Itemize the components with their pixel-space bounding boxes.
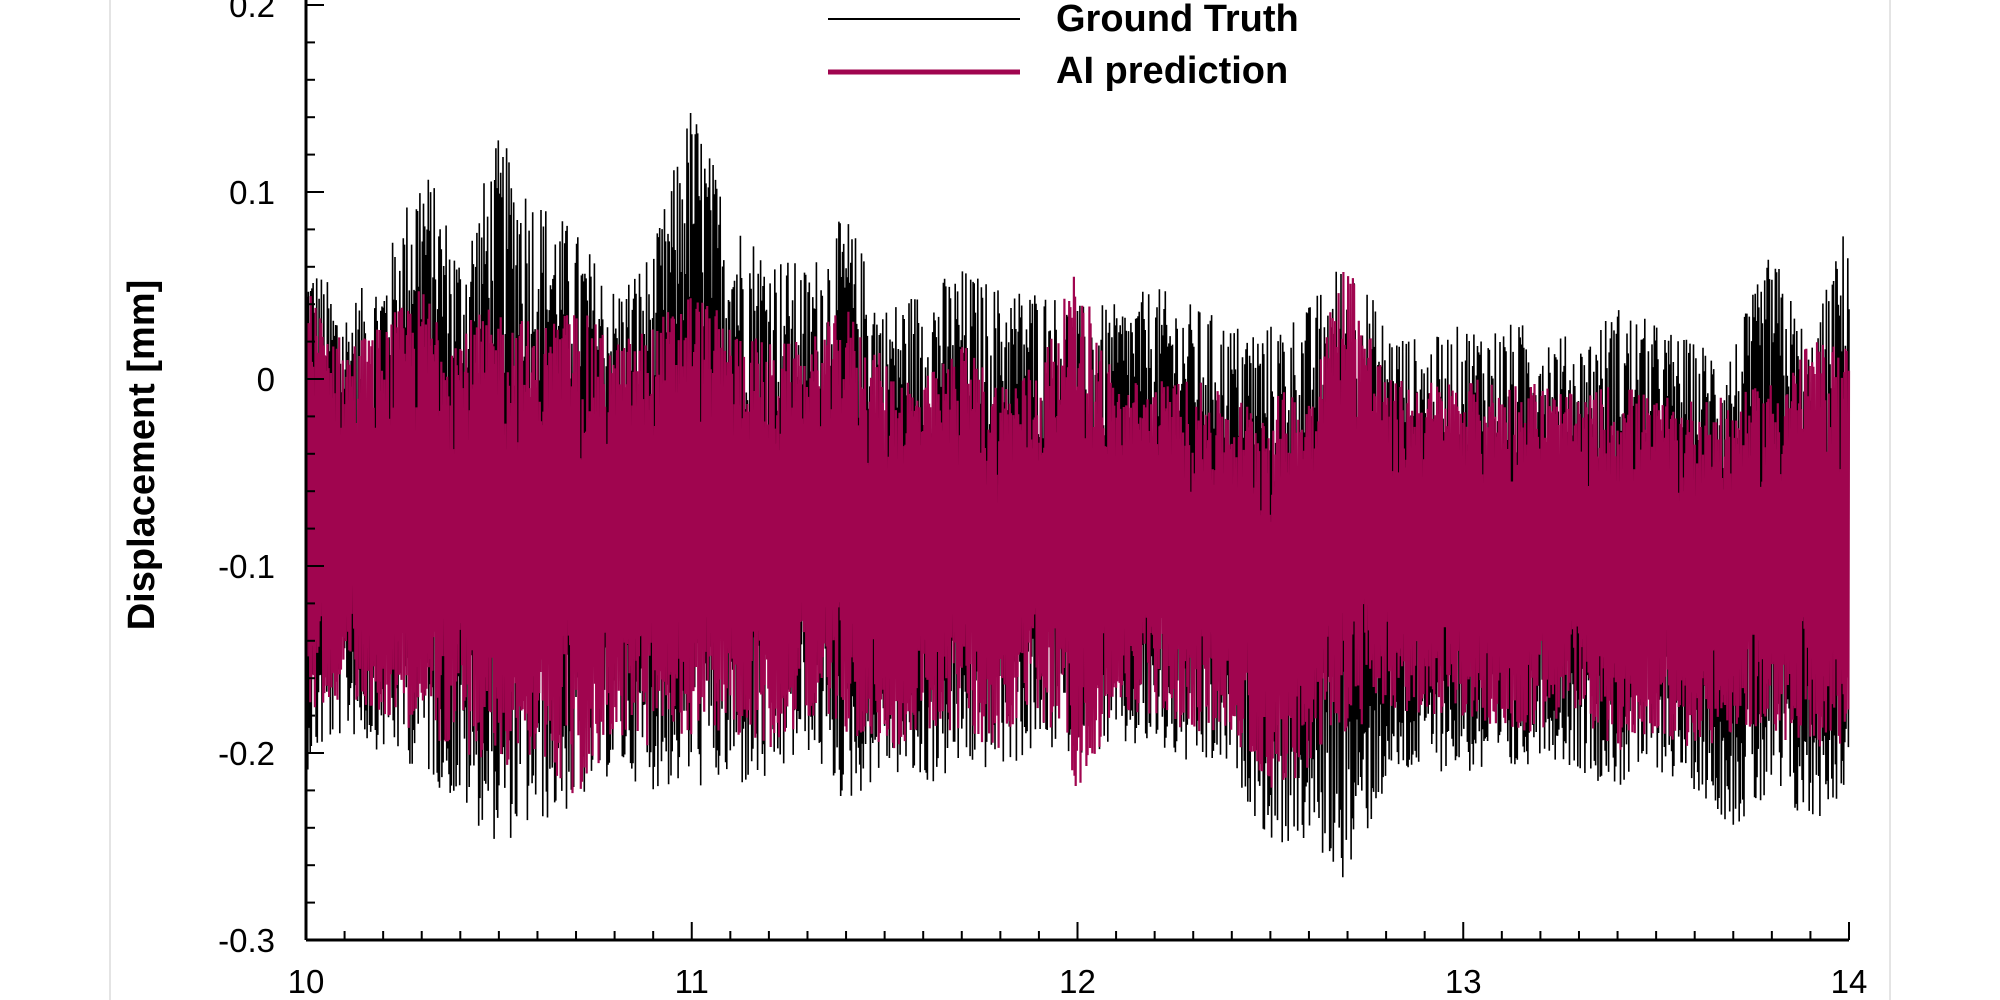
legend-label-ai-prediction: AI prediction xyxy=(1056,50,1288,92)
y-tick-label--0.1: -0.1 xyxy=(218,548,275,585)
y-tick-label-0.2: 0.2 xyxy=(229,0,275,24)
x-tick-label-13: 13 xyxy=(1445,963,1482,1000)
y-tick-label--0.3: -0.3 xyxy=(218,922,275,959)
series-line-ai-prediction xyxy=(304,271,1851,794)
y-tick-label-0: 0 xyxy=(257,361,275,398)
plot-area xyxy=(304,112,1851,878)
y-tick-label-0.1: 0.1 xyxy=(229,174,275,211)
x-tick-label-10: 10 xyxy=(288,963,325,1000)
tick-layer: 10 11 12 13 14 -0.3 -0.2 -0.1 0 0.1 0.2 xyxy=(218,0,1867,1000)
y-tick-label--0.2: -0.2 xyxy=(218,735,275,772)
legend-label-ground-truth: Ground Truth xyxy=(1056,0,1299,40)
x-tick-label-14: 14 xyxy=(1831,963,1868,1000)
x-tick-label-11: 11 xyxy=(675,963,709,1000)
y-axis-label: Displacement [mm] xyxy=(121,280,163,631)
legend: Ground Truth AI prediction xyxy=(828,0,1299,92)
x-tick-label-12: 12 xyxy=(1059,963,1096,1000)
series-layer xyxy=(304,112,1851,878)
